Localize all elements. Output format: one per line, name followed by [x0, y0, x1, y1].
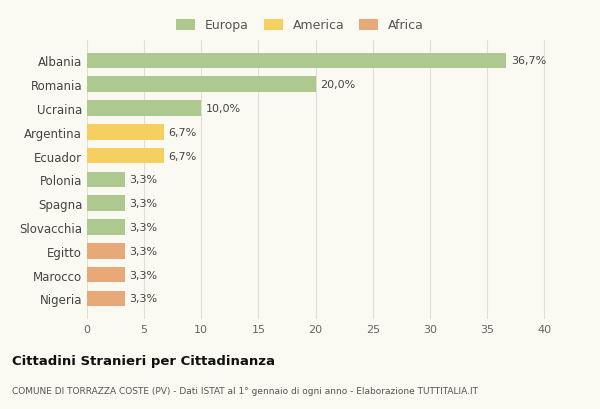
Bar — [87, 125, 164, 140]
Text: 20,0%: 20,0% — [320, 80, 355, 90]
Bar — [87, 148, 164, 164]
Text: 6,7%: 6,7% — [168, 151, 196, 161]
Text: 6,7%: 6,7% — [168, 128, 196, 137]
Bar — [87, 172, 125, 188]
Text: COMUNE DI TORRAZZA COSTE (PV) - Dati ISTAT al 1° gennaio di ogni anno - Elaboraz: COMUNE DI TORRAZZA COSTE (PV) - Dati IST… — [12, 387, 478, 396]
Bar — [87, 220, 125, 235]
Text: 3,3%: 3,3% — [129, 270, 157, 280]
Text: 10,0%: 10,0% — [206, 104, 241, 114]
Text: 3,3%: 3,3% — [129, 199, 157, 209]
Bar — [87, 101, 201, 117]
Text: Cittadini Stranieri per Cittadinanza: Cittadini Stranieri per Cittadinanza — [12, 354, 275, 367]
Bar — [87, 291, 125, 306]
Bar — [87, 77, 316, 93]
Text: 36,7%: 36,7% — [511, 56, 546, 66]
Bar — [87, 243, 125, 259]
Text: 3,3%: 3,3% — [129, 294, 157, 303]
Text: 3,3%: 3,3% — [129, 246, 157, 256]
Legend: Europa, America, Africa: Europa, America, Africa — [171, 14, 429, 37]
Bar — [87, 196, 125, 211]
Text: 3,3%: 3,3% — [129, 175, 157, 185]
Text: 3,3%: 3,3% — [129, 222, 157, 232]
Bar — [87, 267, 125, 283]
Bar — [87, 54, 506, 69]
